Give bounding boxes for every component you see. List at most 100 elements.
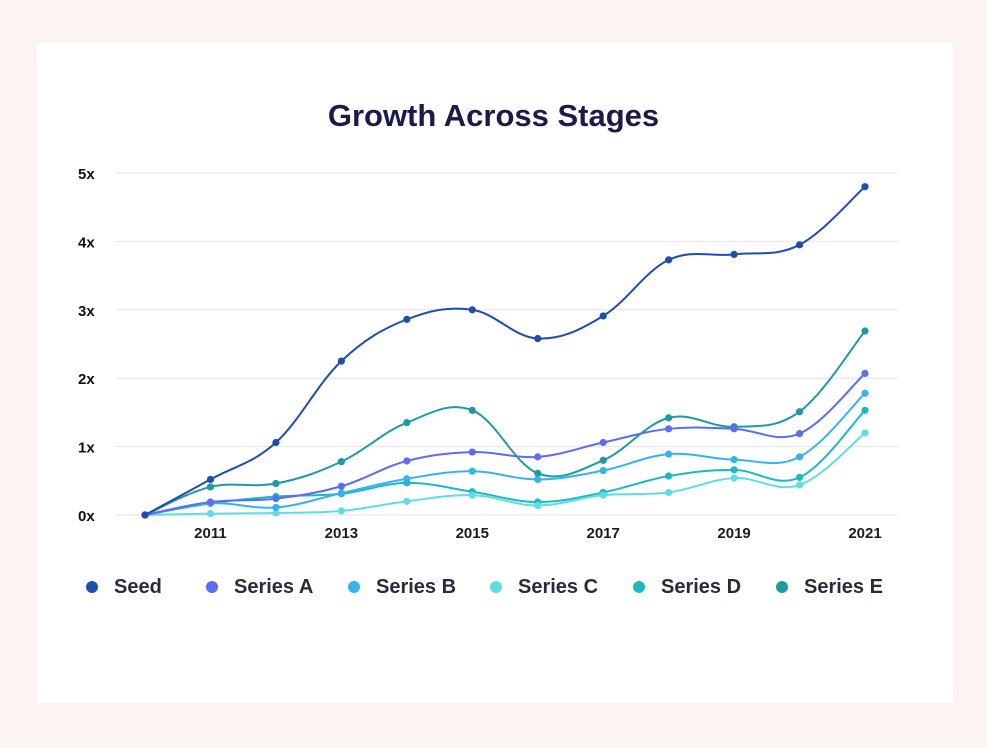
y-tick-label: 2x: [78, 371, 95, 388]
data-point: [665, 472, 673, 480]
data-point: [337, 507, 345, 515]
data-point: [730, 425, 738, 433]
x-tick-label: 2017: [586, 525, 619, 542]
data-point: [272, 479, 280, 488]
data-point: [403, 457, 411, 465]
data-point: [795, 473, 804, 481]
data-point: [599, 466, 607, 475]
data-point: [599, 312, 607, 320]
legend-marker: [490, 581, 502, 593]
data-point: [795, 241, 804, 249]
legend-item: Series D: [633, 572, 741, 602]
data-point: [599, 438, 607, 447]
data-point: [468, 448, 476, 456]
data-point: [861, 389, 869, 397]
legend-item: Series A: [206, 572, 313, 602]
data-point: [795, 408, 804, 416]
data-point: [206, 498, 215, 506]
series-line: [144, 330, 866, 516]
legend-label: Series E: [804, 575, 883, 598]
data-point: [795, 453, 804, 461]
data-point: [337, 482, 345, 490]
data-point: [337, 357, 345, 365]
data-point: [599, 491, 607, 499]
chart-title: Growth Across Stages: [327, 98, 660, 133]
chart-legend: Seed Series A Series B Series C Series D Seri…: [86, 572, 946, 602]
series-lines: [141, 183, 869, 519]
x-tick-label: 2019: [717, 525, 750, 542]
data-point: [468, 467, 476, 475]
data-point: [403, 475, 411, 483]
y-axis-ticks: 0x 1x 2x 3x 4x 5x: [78, 166, 95, 525]
data-point: [272, 438, 280, 447]
legend-label: Series D: [661, 575, 742, 598]
data-point: [468, 406, 476, 414]
series-line: [144, 409, 866, 516]
legend-item: Series E: [776, 572, 883, 602]
legend-item: Series B: [348, 572, 456, 602]
data-point: [861, 406, 869, 414]
series-series-a: [141, 369, 869, 519]
data-point: [272, 503, 280, 512]
series-line: [144, 432, 866, 516]
data-point: [206, 510, 215, 518]
legend-marker: [86, 581, 98, 593]
x-axis-ticks: 2011 2013 2015 2017 2019 2021: [194, 525, 882, 542]
data-point: [468, 306, 476, 314]
legend-label: Series C: [518, 575, 599, 598]
data-point: [206, 483, 215, 491]
data-point: [141, 511, 149, 519]
data-point: [403, 497, 411, 505]
data-point: [730, 474, 738, 482]
series-seed: [141, 183, 869, 519]
legend-marker: [348, 581, 360, 593]
data-point: [468, 491, 476, 499]
data-point: [730, 466, 738, 474]
gridlines: [116, 172, 898, 516]
x-tick-label: 2021: [848, 525, 881, 542]
data-point: [534, 475, 542, 484]
y-tick-label: 5x: [78, 166, 95, 183]
data-point: [534, 501, 542, 510]
data-point: [599, 456, 607, 464]
chart-card: [37, 43, 953, 703]
data-point: [272, 509, 280, 517]
data-point: [272, 494, 280, 503]
data-point: [665, 450, 673, 458]
series-line: [144, 372, 866, 516]
data-point: [534, 334, 542, 343]
legend-item: Series C: [490, 572, 598, 602]
legend-marker: [633, 581, 645, 593]
y-tick-label: 3x: [78, 303, 95, 320]
data-point: [534, 453, 542, 461]
data-point: [861, 327, 869, 335]
data-point: [665, 256, 673, 264]
legend-label: Series B: [376, 575, 457, 598]
y-tick-label: 0x: [78, 508, 95, 525]
series-series-e: [141, 327, 869, 519]
data-point: [861, 429, 869, 437]
data-point: [795, 430, 804, 438]
data-point: [337, 489, 345, 497]
data-point: [795, 481, 804, 489]
data-point: [861, 183, 869, 191]
data-point: [403, 315, 411, 323]
data-point: [534, 469, 542, 477]
x-tick-label: 2011: [194, 525, 227, 542]
data-point: [403, 419, 411, 427]
legend-marker: [206, 581, 218, 593]
x-tick-label: 2013: [325, 525, 358, 542]
data-point: [730, 250, 738, 258]
data-point: [337, 458, 345, 466]
legend-label: Series A: [234, 575, 314, 598]
data-point: [665, 414, 673, 422]
data-point: [665, 425, 673, 433]
data-point: [206, 475, 215, 484]
legend-item: Seed: [86, 572, 162, 602]
data-point: [861, 369, 869, 378]
legend-marker: [776, 581, 788, 593]
y-tick-label: 4x: [78, 234, 95, 251]
data-point: [665, 488, 673, 497]
series-line: [144, 185, 866, 516]
